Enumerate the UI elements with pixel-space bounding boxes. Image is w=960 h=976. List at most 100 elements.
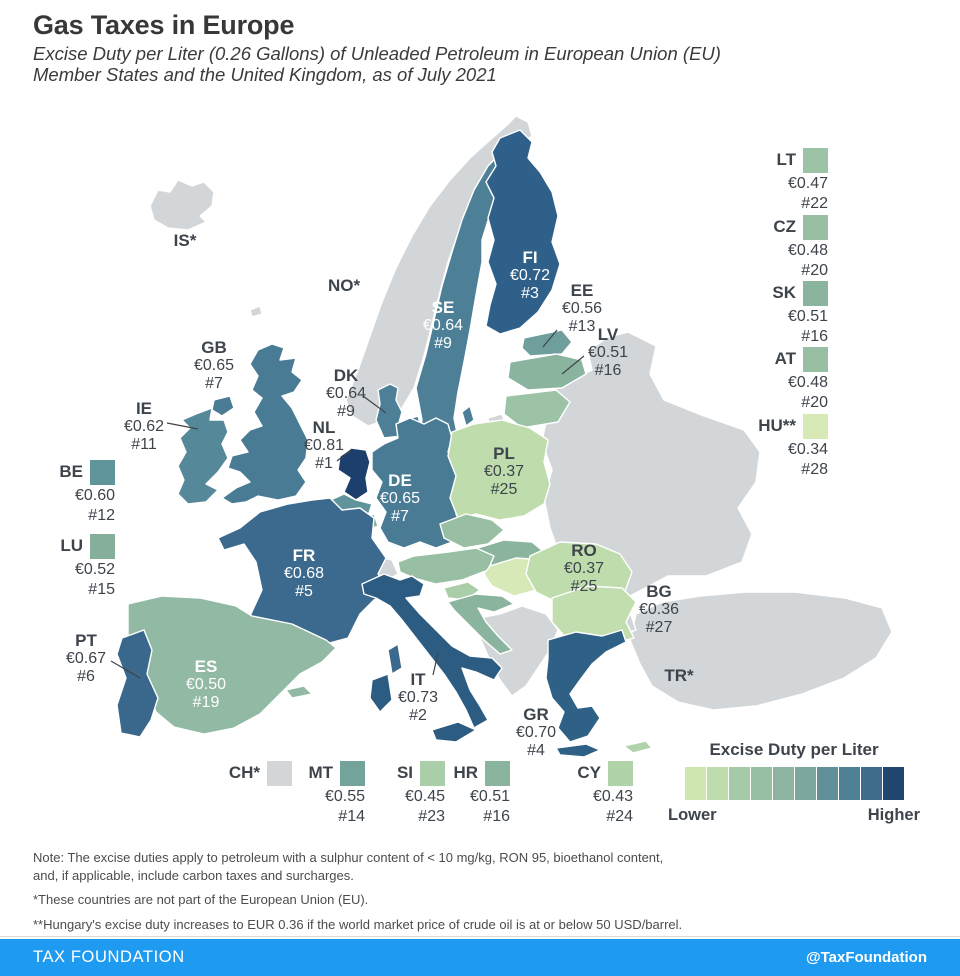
country-shape-corsica: [387, 643, 403, 675]
legend-swatch-9: [860, 767, 882, 800]
country-shape-netherlands: [337, 447, 371, 501]
leader-pt: [110, 660, 141, 679]
map-label-gr: GR €0.70 #4: [515, 705, 557, 760]
map-label-ie: IE €0.62 #11: [123, 399, 165, 454]
note-hungary: **Hungary's excise duty increases to EUR…: [33, 916, 683, 932]
country-shape-turkey: [629, 591, 893, 711]
country-shape-crete: [555, 743, 601, 758]
leader-ee: [542, 329, 558, 348]
legend-swatch-4: [750, 767, 772, 800]
map-label-gb: GB €0.65 #7: [193, 338, 235, 393]
hr-color-swatch: [485, 761, 510, 786]
legend: Excise Duty per Liter Lower Higher: [668, 740, 920, 825]
country-shape-great-britain: [221, 343, 309, 505]
country-shape-gotland: [461, 405, 475, 427]
callout-be: BE €0.60 #12: [10, 460, 115, 525]
footer-bar: TAX FOUNDATION @TaxFoundation: [0, 939, 960, 976]
note-non-eu: *These countries are not part of the Eur…: [33, 892, 369, 908]
callout-ch: CH*: [192, 761, 292, 786]
map-label-es: ES €0.50 #19: [185, 657, 227, 712]
country-shape-czechia: [439, 513, 505, 549]
country-shape-france: [217, 497, 391, 647]
map-label-ro: RO €0.37 #25: [563, 541, 605, 596]
header: Gas Taxes in Europe Excise Duty per Lite…: [33, 10, 913, 85]
lt-color-swatch: [803, 148, 828, 173]
leader-it: [432, 652, 439, 676]
callout-lu: LU €0.52 #15: [10, 534, 115, 599]
legend-swatch-6: [794, 767, 816, 800]
map-label-fr: FR €0.68 #5: [283, 546, 325, 601]
legend-swatch-10: [882, 767, 904, 800]
callout-mt: MT €0.55 #14: [265, 761, 365, 826]
legend-color-ramp: [668, 767, 920, 800]
legend-swatch-5: [772, 767, 794, 800]
country-shape-portugal: [116, 629, 159, 738]
legend-high-label: Higher: [867, 806, 920, 824]
sk-color-swatch: [803, 281, 828, 306]
country-shape-latvia: [507, 353, 587, 391]
legend-swatch-1: [684, 767, 706, 800]
country-shape-lithuania: [503, 389, 571, 429]
leader-ie: [166, 422, 199, 430]
map-label-de: DE €0.65 #7: [379, 471, 421, 526]
leader-lv: [561, 355, 585, 375]
subtitle-line-2: Member States and the United Kingdom, as…: [33, 63, 497, 85]
map-label-no: NO*: [327, 276, 361, 295]
country-shape-faroe: [249, 305, 263, 318]
ch-color-swatch: [267, 761, 292, 786]
callout-lt: LT €0.47 #22: [718, 148, 828, 213]
subtitle-line-1: Excise Duty per Liter (0.26 Gallons) of …: [33, 43, 721, 64]
cz-color-swatch: [803, 215, 828, 240]
legend-swatch-8: [838, 767, 860, 800]
map-label-nl: NL €0.81 #1: [303, 418, 345, 473]
country-shape-finland: [485, 129, 561, 335]
legend-swatch-2: [706, 767, 728, 800]
country-shape-italy: [361, 573, 503, 729]
map-label-it: IT €0.73 #2: [397, 670, 439, 725]
legend-swatch-3: [728, 767, 750, 800]
leader-lines: [110, 329, 585, 679]
country-shape-sicily: [431, 721, 477, 743]
hu-color-swatch: [803, 414, 828, 439]
callout-hr: HR €0.51 #16: [410, 761, 510, 826]
page-subtitle: Excise Duty per Liter (0.26 Gallons) of …: [33, 43, 913, 85]
country-shape-sardinia: [369, 673, 393, 713]
at-color-swatch: [803, 347, 828, 372]
country-shape-balkans: [479, 605, 559, 697]
country-shape-ireland: [177, 407, 229, 505]
brand-name: TAX FOUNDATION: [33, 948, 185, 966]
callout-sk: SK €0.51 #16: [718, 281, 828, 346]
country-shape-cyprus: [623, 740, 653, 754]
lu-color-swatch: [90, 534, 115, 559]
map-label-is: IS*: [173, 231, 197, 250]
map-label-se: SE €0.64 #9: [422, 298, 464, 353]
callout-at: AT €0.48 #20: [718, 347, 828, 412]
map-label-pt: PT €0.67 #6: [65, 631, 107, 686]
legend-title: Excise Duty per Liter: [709, 740, 879, 759]
country-shape-croatia: [447, 593, 515, 655]
legend-low-label: Lower: [668, 806, 717, 824]
map-label-fi: FI €0.72 #3: [509, 248, 551, 303]
country-shape-bulgaria: [551, 585, 637, 647]
callout-hu: HU** €0.34 #28: [718, 414, 828, 479]
map-label-pl: PL €0.37 #25: [483, 444, 525, 499]
legend-swatch-7: [816, 767, 838, 800]
si-color-swatch: [420, 761, 445, 786]
callout-cy: CY €0.43 #24: [533, 761, 633, 826]
country-shape-poland: [447, 419, 551, 521]
twitter-handle: @TaxFoundation: [805, 949, 927, 966]
country-shape-iceland: [149, 179, 215, 231]
map-label-ee: EE €0.56 #13: [561, 281, 603, 336]
map-label-lv: LV €0.51 #16: [587, 325, 629, 380]
page-title: Gas Taxes in Europe: [33, 10, 295, 40]
map-label-dk: DK €0.64 #9: [325, 366, 367, 421]
leader-nl: [336, 448, 353, 462]
cy-color-swatch: [608, 761, 633, 786]
divider-line: [0, 936, 960, 937]
note-main: Note: The excise duties apply to petrole…: [33, 850, 664, 883]
country-shape-greece: [545, 629, 627, 743]
callout-cz: CZ €0.48 #20: [718, 215, 828, 280]
map-label-tr: TR*: [664, 666, 694, 685]
